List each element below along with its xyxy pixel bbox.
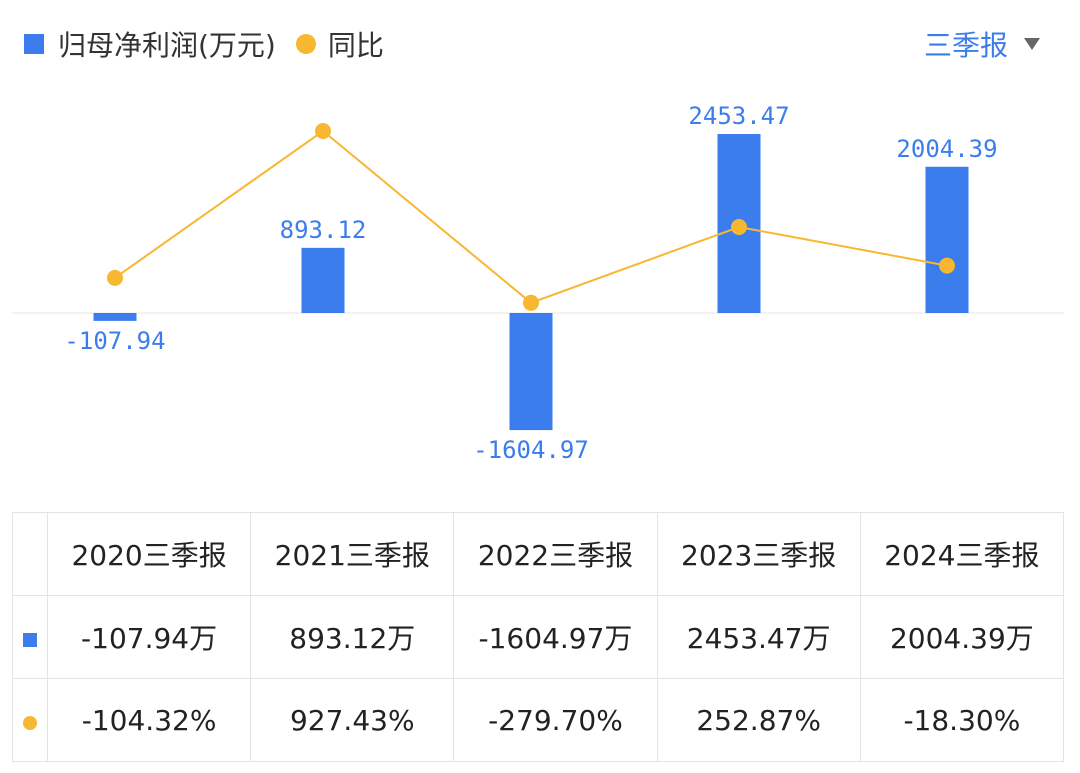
yoy-line xyxy=(114,129,948,304)
profit-cell: -107.94万 xyxy=(46,595,252,679)
yoy-cell: -279.70% xyxy=(453,678,658,762)
table-header-row: 2020三季报 2021三季报 2022三季报 2023三季报 2024三季报 xyxy=(12,512,1065,596)
table-corner-cell xyxy=(12,512,48,596)
yoy-point xyxy=(107,269,123,286)
data-table: 2020三季报 2021三季报 2022三季报 2023三季报 2024三季报 … xyxy=(12,512,1065,762)
profit-data-label: -107.94 xyxy=(64,327,165,355)
profit-cell: -1604.97万 xyxy=(453,595,658,679)
yoy-point xyxy=(731,219,747,236)
profit-bar xyxy=(925,166,969,313)
profit-bar xyxy=(93,313,137,321)
yoy-cell: -104.32% xyxy=(46,678,252,762)
profit-data-label: 2004.39 xyxy=(896,135,997,163)
profit-bar xyxy=(509,313,553,431)
profit-data-label: 893.12 xyxy=(280,216,367,244)
profit-cell: 2004.39万 xyxy=(859,595,1065,679)
table-header-cell: 2022三季报 xyxy=(453,512,658,596)
yoy-row: -104.32% 927.43% -279.70% 252.87% -18.30… xyxy=(12,678,1065,762)
profit-chart: -107.94 893.12 -1604.97 2453.47 2004.39 xyxy=(12,102,1064,464)
period-selector[interactable]: 三季报 xyxy=(924,24,1040,64)
yoy-cell: -18.30% xyxy=(859,678,1065,762)
profit-data-label: 2453.47 xyxy=(688,102,789,130)
profit-cell: 2453.47万 xyxy=(656,595,861,679)
period-selector-label: 三季报 xyxy=(923,29,1008,62)
line-series-icon xyxy=(23,715,37,730)
profit-row-icon-cell xyxy=(12,595,48,679)
bar-series-icon xyxy=(23,632,37,647)
yoy-point xyxy=(315,123,331,139)
profit-cell: 893.12万 xyxy=(250,595,455,679)
profit-bar xyxy=(301,247,345,313)
yoy-point xyxy=(523,294,539,311)
yoy-row-icon-cell xyxy=(12,678,48,762)
dropdown-arrow-icon xyxy=(1024,38,1040,50)
bar-legend-label: 归母净利润(万元) xyxy=(58,29,276,62)
line-legend-label: 同比 xyxy=(327,29,384,62)
profit-data-label: -1604.97 xyxy=(473,436,589,464)
table-header-cell: 2024三季报 xyxy=(859,512,1065,596)
yoy-cell: 927.43% xyxy=(250,678,455,762)
yoy-point xyxy=(939,257,955,274)
line-legend-swatch xyxy=(295,34,316,54)
table-header-cell: 2021三季报 xyxy=(250,512,455,596)
profit-row: -107.94万 893.12万 -1604.97万 2453.47万 2004… xyxy=(12,595,1065,679)
chart-legend: 归母净利润(万元) 同比 xyxy=(24,24,384,64)
bar-legend-swatch xyxy=(24,34,44,54)
yoy-cell: 252.87% xyxy=(656,678,861,762)
table-header-cell: 2023三季报 xyxy=(656,512,861,596)
table-header-cell: 2020三季报 xyxy=(46,512,252,596)
